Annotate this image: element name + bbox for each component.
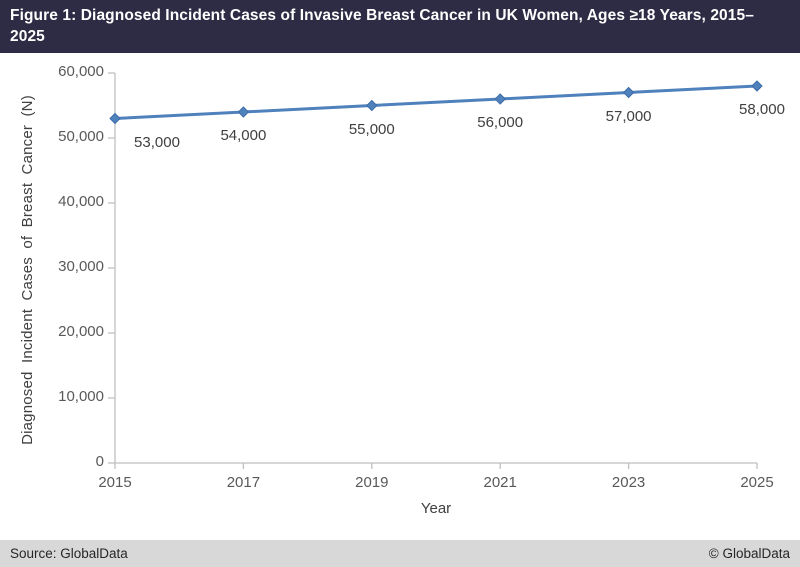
copyright-text: © GlobalData: [708, 546, 790, 561]
y-tick-label: 60,000: [58, 63, 104, 80]
series-line: [113, 84, 759, 120]
x-tick-label: 2021: [483, 474, 517, 491]
figure-title-bar: Figure 1: Diagnosed Incident Cases of In…: [0, 0, 800, 53]
figure-footer: Source: GlobalData © GlobalData: [0, 540, 800, 567]
x-axis-title: Year: [420, 500, 452, 517]
source-text: Source: GlobalData: [10, 546, 128, 561]
y-tick-label: 40,000: [58, 193, 104, 210]
plot-canvas: [108, 72, 763, 469]
data-label: 57,000: [605, 107, 652, 125]
data-point-marker: [366, 99, 378, 112]
y-tick-label: 50,000: [58, 128, 104, 145]
data-label: 58,000: [739, 101, 785, 118]
y-tick-label: 30,000: [58, 258, 104, 275]
x-tick-label: 2015: [98, 474, 132, 491]
figure-title-line-1: Figure 1: Diagnosed Incident Cases of In…: [10, 7, 754, 24]
data-point-marker: [622, 86, 635, 99]
line-chart: Diagnosed Incident Cases of Breast Cance…: [0, 53, 800, 540]
data-point-marker: [237, 106, 250, 118]
y-tick-label: 20,000: [58, 323, 104, 340]
x-tick-label: 2019: [355, 474, 389, 491]
data-label: 55,000: [348, 120, 395, 138]
data-point-marker: [751, 80, 763, 92]
y-tick-label: 0: [95, 453, 104, 470]
x-tick-label: 2017: [226, 474, 261, 491]
data-point-marker: [109, 112, 121, 125]
data-label: 54,000: [220, 127, 267, 144]
data-label: 56,000: [477, 114, 524, 131]
x-tick-label: 2025: [740, 474, 774, 491]
data-label: 53,000: [134, 133, 180, 151]
data-point-marker: [494, 93, 506, 105]
figure-title-line-2: 2025: [10, 28, 45, 45]
x-tick-label: 2023: [611, 474, 646, 491]
y-tick-label: 10,000: [58, 388, 104, 405]
